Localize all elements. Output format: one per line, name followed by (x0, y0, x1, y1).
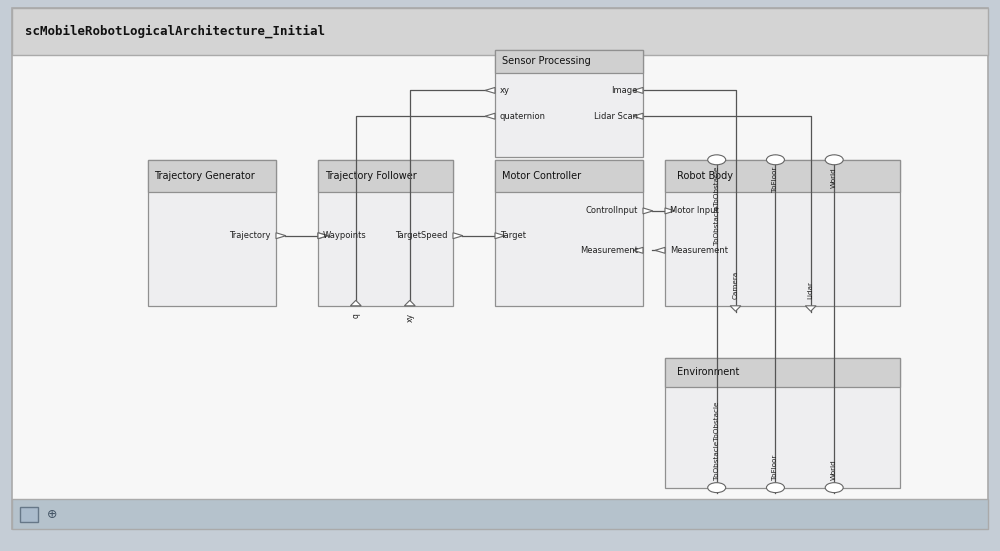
Text: Lidar: Lidar (808, 280, 814, 299)
Text: quaternion: quaternion (500, 112, 546, 121)
Text: Motor Controller: Motor Controller (502, 171, 582, 181)
Circle shape (708, 155, 726, 165)
Text: scMobileRobotLogicalArchitecture_Initial: scMobileRobotLogicalArchitecture_Initial (25, 25, 325, 38)
Text: Trajectory: Trajectory (230, 231, 271, 240)
Text: xy: xy (500, 86, 510, 95)
Text: ToFloor: ToFloor (772, 455, 778, 480)
Text: World: World (831, 167, 837, 188)
Polygon shape (805, 306, 816, 311)
FancyBboxPatch shape (495, 50, 643, 73)
FancyBboxPatch shape (12, 8, 988, 529)
Text: World: World (831, 460, 837, 480)
Polygon shape (633, 114, 643, 119)
Polygon shape (633, 247, 643, 253)
Text: Trajectory Follower: Trajectory Follower (325, 171, 416, 181)
FancyBboxPatch shape (665, 160, 900, 306)
Text: Trajectory Generator: Trajectory Generator (154, 171, 255, 181)
Polygon shape (318, 233, 328, 239)
Text: Camera: Camera (732, 271, 738, 299)
FancyBboxPatch shape (495, 50, 643, 157)
Text: Sensor Processing: Sensor Processing (502, 56, 591, 67)
Text: Motor Input: Motor Input (670, 207, 719, 215)
Text: q: q (351, 313, 360, 318)
Text: Waypoints: Waypoints (323, 231, 367, 240)
Text: ToObstacleToObstacle: ToObstacleToObstacle (714, 167, 720, 245)
Text: xy: xy (405, 313, 414, 322)
Polygon shape (643, 208, 653, 214)
Polygon shape (485, 88, 495, 93)
FancyBboxPatch shape (148, 160, 276, 192)
Circle shape (825, 483, 843, 493)
Polygon shape (655, 247, 665, 253)
FancyBboxPatch shape (148, 160, 276, 306)
Text: Environment: Environment (677, 368, 739, 377)
FancyBboxPatch shape (12, 499, 988, 529)
Circle shape (825, 155, 843, 165)
FancyBboxPatch shape (665, 358, 900, 488)
Text: ToFloor: ToFloor (772, 167, 778, 192)
Polygon shape (495, 233, 505, 239)
FancyBboxPatch shape (665, 358, 900, 387)
Text: ⊕: ⊕ (47, 508, 57, 521)
FancyBboxPatch shape (665, 160, 900, 192)
Polygon shape (276, 233, 286, 239)
Polygon shape (485, 114, 495, 119)
Polygon shape (730, 306, 741, 311)
Polygon shape (453, 233, 463, 239)
Text: Measurement: Measurement (580, 246, 638, 255)
Circle shape (766, 483, 784, 493)
Text: Measurement: Measurement (670, 246, 728, 255)
FancyBboxPatch shape (12, 8, 988, 55)
FancyBboxPatch shape (318, 160, 453, 306)
Text: Target: Target (500, 231, 526, 240)
Text: Robot Body: Robot Body (677, 171, 733, 181)
Polygon shape (318, 233, 328, 239)
Text: Lidar Scan: Lidar Scan (594, 112, 638, 121)
Text: TargetSpeed: TargetSpeed (396, 231, 448, 240)
Text: Image: Image (612, 86, 638, 95)
Polygon shape (665, 208, 675, 214)
Text: ToObstacleToObstacle: ToObstacleToObstacle (714, 402, 720, 480)
FancyBboxPatch shape (495, 160, 643, 192)
FancyBboxPatch shape (495, 160, 643, 306)
Circle shape (708, 483, 726, 493)
Circle shape (766, 155, 784, 165)
FancyBboxPatch shape (20, 507, 38, 522)
Text: ControlInput: ControlInput (586, 207, 638, 215)
Polygon shape (633, 88, 643, 93)
Polygon shape (350, 300, 361, 306)
Polygon shape (404, 300, 415, 306)
FancyBboxPatch shape (318, 160, 453, 192)
